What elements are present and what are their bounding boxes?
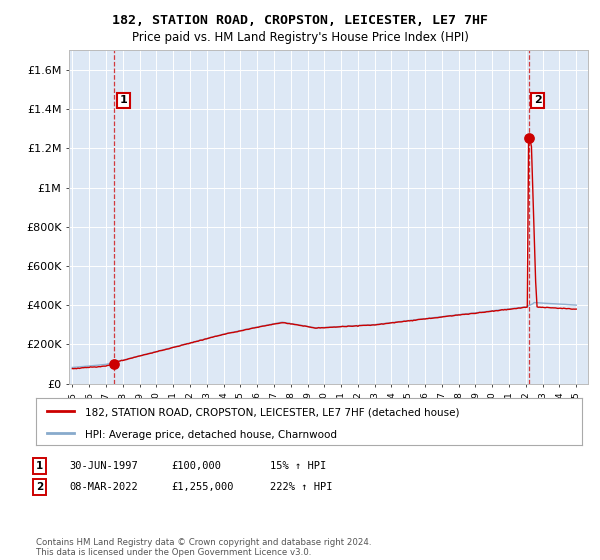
Text: £1,255,000: £1,255,000: [171, 482, 233, 492]
Text: 2: 2: [36, 482, 43, 492]
Text: HPI: Average price, detached house, Charnwood: HPI: Average price, detached house, Char…: [85, 430, 337, 440]
Text: 1: 1: [119, 95, 127, 105]
Text: 2: 2: [534, 95, 542, 105]
Text: Contains HM Land Registry data © Crown copyright and database right 2024.
This d: Contains HM Land Registry data © Crown c…: [36, 538, 371, 557]
Text: 1: 1: [36, 461, 43, 471]
Point: [110, 360, 119, 368]
Text: 30-JUN-1997: 30-JUN-1997: [69, 461, 138, 471]
Text: 182, STATION ROAD, CROPSTON, LEICESTER, LE7 7HF: 182, STATION ROAD, CROPSTON, LEICESTER, …: [112, 14, 488, 27]
Point: [524, 133, 533, 142]
Text: 15% ↑ HPI: 15% ↑ HPI: [270, 461, 326, 471]
Text: 182, STATION ROAD, CROPSTON, LEICESTER, LE7 7HF (detached house): 182, STATION ROAD, CROPSTON, LEICESTER, …: [85, 408, 460, 418]
Text: Price paid vs. HM Land Registry's House Price Index (HPI): Price paid vs. HM Land Registry's House …: [131, 31, 469, 44]
Text: £100,000: £100,000: [171, 461, 221, 471]
Text: 08-MAR-2022: 08-MAR-2022: [69, 482, 138, 492]
Text: 222% ↑ HPI: 222% ↑ HPI: [270, 482, 332, 492]
